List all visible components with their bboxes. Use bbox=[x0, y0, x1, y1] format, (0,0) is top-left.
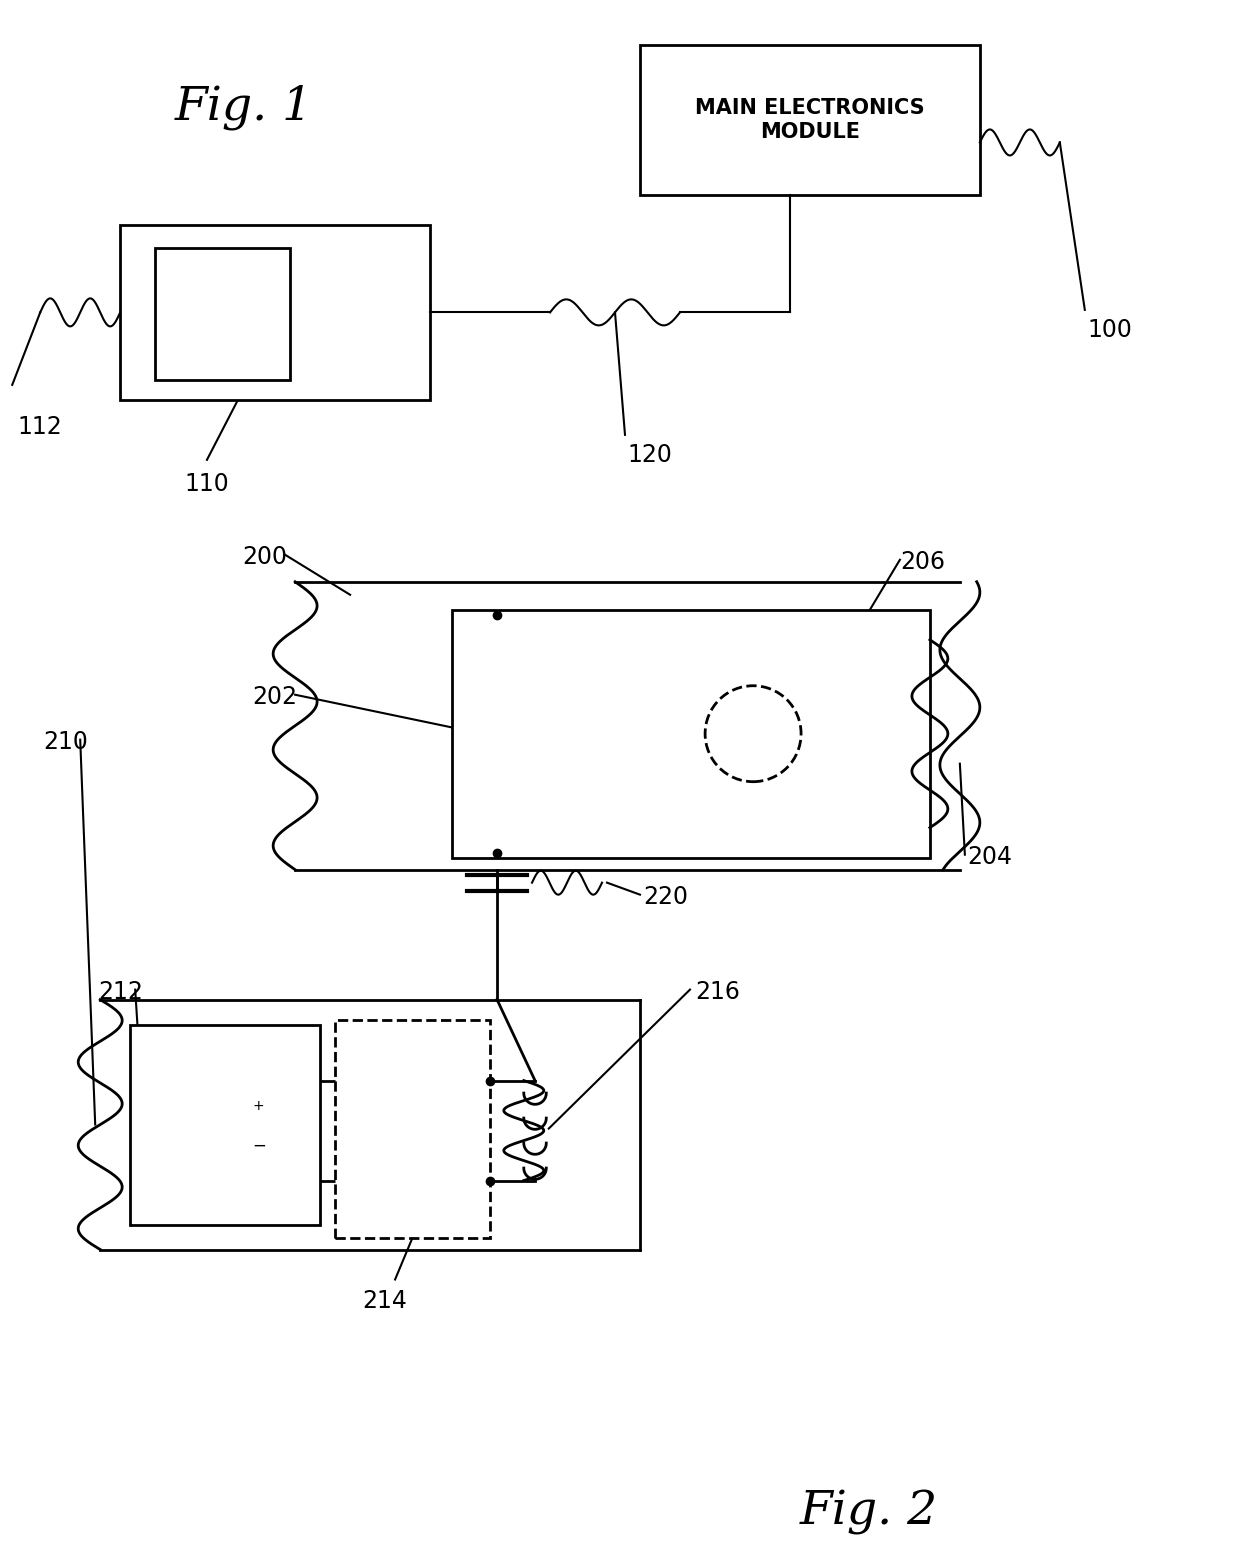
Text: 220: 220 bbox=[644, 884, 688, 909]
Text: 200: 200 bbox=[243, 545, 288, 568]
Text: 202: 202 bbox=[253, 684, 298, 709]
Text: +: + bbox=[248, 288, 259, 302]
Text: 210: 210 bbox=[42, 729, 88, 754]
Text: 216: 216 bbox=[694, 980, 740, 1003]
Bar bbox=[295, 582, 960, 870]
Bar bbox=[155, 248, 290, 379]
Bar bbox=[453, 610, 930, 858]
Text: 214: 214 bbox=[362, 1289, 408, 1314]
Text: MAIN ELECTRONICS
MODULE: MAIN ELECTRONICS MODULE bbox=[696, 99, 925, 141]
Text: Fig. 1: Fig. 1 bbox=[175, 85, 314, 130]
Bar bbox=[130, 1025, 320, 1224]
Text: 120: 120 bbox=[627, 443, 672, 467]
Text: +: + bbox=[252, 1099, 264, 1113]
Text: Fig. 2: Fig. 2 bbox=[800, 1489, 939, 1534]
Text: −: − bbox=[248, 327, 262, 344]
Text: 100: 100 bbox=[1087, 317, 1132, 342]
Bar bbox=[640, 45, 980, 195]
Text: −: − bbox=[252, 1136, 267, 1155]
Text: 110: 110 bbox=[185, 472, 229, 495]
Text: 206: 206 bbox=[900, 550, 945, 574]
Text: 112: 112 bbox=[17, 415, 62, 438]
Bar bbox=[120, 224, 430, 399]
Text: 204: 204 bbox=[967, 845, 1012, 868]
Text: 212: 212 bbox=[98, 980, 143, 1003]
Bar bbox=[100, 1000, 640, 1249]
Bar bbox=[335, 1020, 490, 1237]
